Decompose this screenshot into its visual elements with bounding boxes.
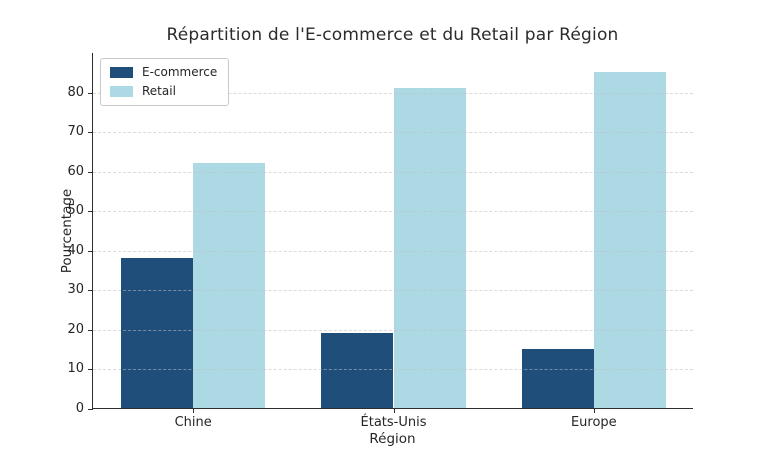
- legend-swatch-ecommerce: [110, 66, 133, 78]
- plot-area: 0 10 20 30 40 50 60 70 80 Chine États-Unis Europe: [67, 53, 693, 430]
- legend: E-commerce Retail: [100, 58, 230, 106]
- bar-retail-etats-unis: [393, 87, 466, 408]
- y-tick-80: [88, 92, 93, 94]
- x-tick-etats-unis: [393, 408, 395, 413]
- y-tick-label-20: 20: [67, 321, 84, 337]
- bar-retail-europe: [593, 71, 666, 408]
- y-tick-70: [88, 132, 93, 134]
- y-tick-50: [88, 211, 93, 213]
- y-tick-label-0: 0: [75, 401, 84, 416]
- x-tick-europe: [593, 408, 595, 413]
- legend-label-retail: Retail: [142, 84, 176, 98]
- bar-e-commerce-etats-unis: [321, 332, 394, 408]
- bar-e-commerce-chine: [121, 257, 194, 408]
- bar-layer: [93, 53, 693, 408]
- legend-item-ecommerce: E-commerce: [110, 65, 217, 79]
- y-tick-40: [88, 250, 93, 252]
- x-tick-label-europe: Europe: [570, 415, 617, 430]
- bar-retail-chine: [193, 162, 266, 408]
- y-tick-30: [88, 290, 93, 292]
- y-tick-label-60: 60: [67, 163, 84, 179]
- legend-swatch-retail: [110, 85, 133, 97]
- y-tick-0: [88, 409, 93, 410]
- legend-label-ecommerce: E-commerce: [142, 65, 218, 79]
- y-tick-label-10: 10: [67, 361, 84, 377]
- y-tick-20: [88, 329, 93, 331]
- y-tick-label-40: 40: [67, 242, 84, 258]
- legend-item-retail: Retail: [110, 84, 217, 98]
- y-tick-label-80: 80: [67, 84, 84, 100]
- y-tick-label-50: 50: [67, 203, 84, 219]
- y-tick-label-70: 70: [67, 124, 84, 140]
- y-tick-60: [88, 171, 93, 173]
- x-tick-label-chine: Chine: [174, 415, 212, 430]
- x-tick-label-etats-unis: États-Unis: [360, 415, 427, 430]
- x-axis-label: Région: [369, 431, 416, 447]
- bar-e-commerce-europe: [521, 348, 594, 408]
- x-tick-chine: [193, 408, 195, 413]
- y-tick-label-30: 30: [67, 282, 84, 298]
- y-tick-10: [88, 369, 93, 371]
- chart-title: Répartition de l'E-commerce et du Retail…: [166, 25, 619, 45]
